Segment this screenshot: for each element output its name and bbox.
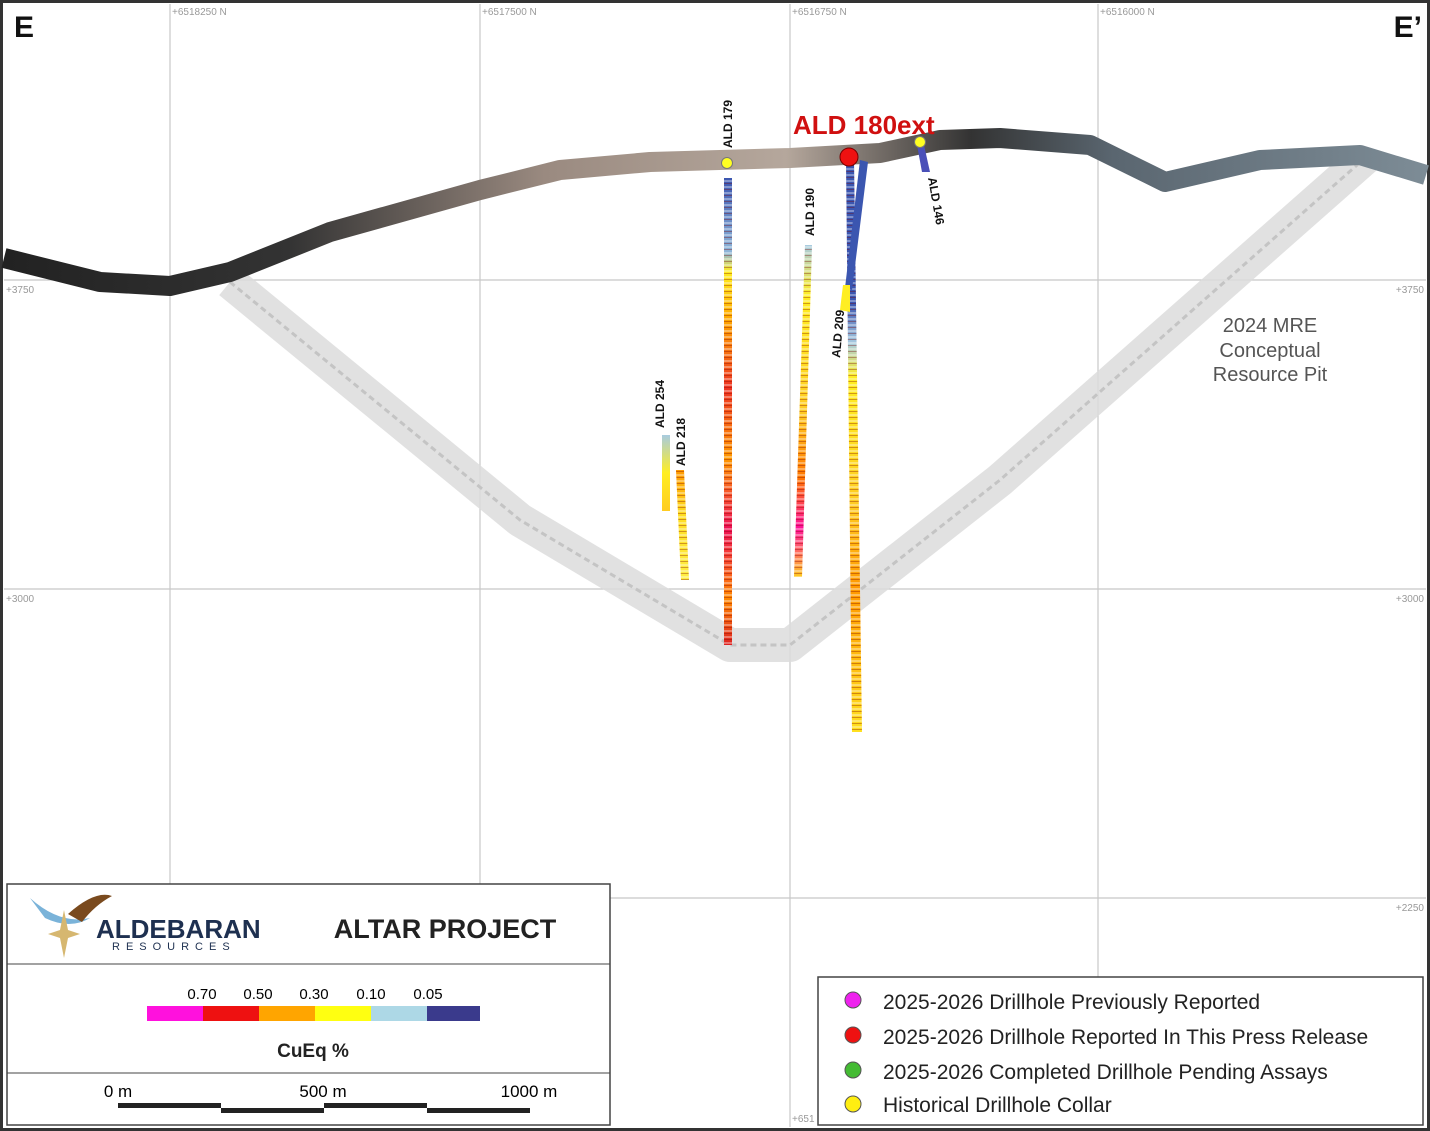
scale-bar-segment	[118, 1103, 221, 1108]
scale-bar-label: 1000 m	[501, 1082, 558, 1101]
legend-text: 2025-2026 Completed Drillhole Pending As…	[883, 1061, 1328, 1084]
collar-historical	[914, 136, 926, 148]
legend: 2025-2026 Drillhole Previously Reported …	[817, 976, 1424, 1126]
scale-bar-segment	[221, 1108, 324, 1113]
drillhole-label: ALD 254	[653, 380, 667, 428]
grid-label: +3000	[6, 594, 35, 605]
color-scale-swatch	[147, 1006, 203, 1021]
drillhole-assays	[676, 470, 689, 580]
drillhole-assays	[794, 245, 812, 577]
drillhole-highlight-label: ALD 180ext	[793, 110, 935, 140]
company-name: ALDEBARAN	[96, 914, 261, 944]
color-scale-swatch	[371, 1006, 427, 1021]
color-scale-label: 0.30	[299, 986, 328, 1003]
section-end-label: E’	[1394, 11, 1422, 44]
drillhole-label: ALD 218	[674, 418, 688, 466]
scale-bar-segment	[427, 1108, 530, 1113]
color-scale-swatch	[259, 1006, 315, 1021]
scale-bar-label: 500 m	[299, 1082, 346, 1101]
drillhole-assays	[724, 178, 732, 645]
color-scale-title: CuEq %	[277, 1041, 349, 1062]
title-block: ALDEBARAN RESOURCES ALTAR PROJECT 0.70 0…	[6, 883, 611, 1126]
company-subtitle: RESOURCES	[112, 941, 236, 953]
grid-label: +6516750 N	[792, 7, 847, 18]
terrain-surface	[1, 128, 1429, 296]
grid-label: +6517500 N	[482, 7, 537, 18]
grid-label: +3750	[1396, 285, 1425, 296]
legend-text: Historical Drillhole Collar	[883, 1094, 1112, 1117]
drillhole	[845, 160, 868, 290]
logo-swoosh	[68, 894, 112, 922]
scale-bar-segment	[324, 1103, 427, 1108]
grid-label: +3750	[6, 285, 35, 296]
drillhole-label: ALD 209	[829, 309, 847, 358]
collar-reported	[839, 147, 859, 167]
title-block-frame	[6, 883, 611, 1126]
scale-bar-label: 0 m	[104, 1082, 132, 1101]
color-scale-label: 0.70	[187, 986, 216, 1003]
legend-marker	[844, 1061, 862, 1079]
pit-label: Resource Pit	[1213, 364, 1328, 386]
pit-shell-edge	[229, 156, 1366, 647]
color-scale-swatch	[203, 1006, 259, 1021]
color-scale-label: 0.50	[243, 986, 272, 1003]
drillhole	[917, 145, 930, 172]
legend-marker	[844, 1095, 862, 1113]
grid-label: +2250	[1396, 903, 1425, 914]
project-title: ALTAR PROJECT	[334, 914, 557, 944]
color-scale-swatch	[427, 1006, 480, 1021]
drillhole-label: ALD 179	[721, 100, 735, 148]
drillhole	[662, 435, 670, 511]
drillhole-label: ALD 190	[803, 188, 817, 236]
section-end-label: E	[14, 11, 34, 44]
legend-marker	[844, 991, 862, 1009]
legend-marker	[844, 1026, 862, 1044]
drillhole	[840, 285, 850, 312]
collar-historical	[721, 157, 733, 169]
logo-star	[48, 910, 80, 958]
grid-label: +651	[792, 1114, 815, 1125]
legend-frame	[817, 976, 1424, 1126]
grid-label: +6516000 N	[1100, 7, 1155, 18]
legend-text: 2025-2026 Drillhole Reported In This Pre…	[883, 1026, 1368, 1049]
pit-label: 2024 MRE	[1223, 315, 1318, 337]
grid-label: +3000	[1396, 594, 1425, 605]
logo-swoosh	[30, 898, 90, 924]
color-scale-label: 0.05	[413, 986, 442, 1003]
grid-label: +6518250 N	[172, 7, 227, 18]
color-scale-label: 0.10	[356, 986, 385, 1003]
pit-label: Conceptual	[1219, 340, 1320, 362]
legend-text: 2025-2026 Drillhole Previously Reported	[883, 991, 1260, 1014]
color-scale-swatch	[315, 1006, 371, 1021]
